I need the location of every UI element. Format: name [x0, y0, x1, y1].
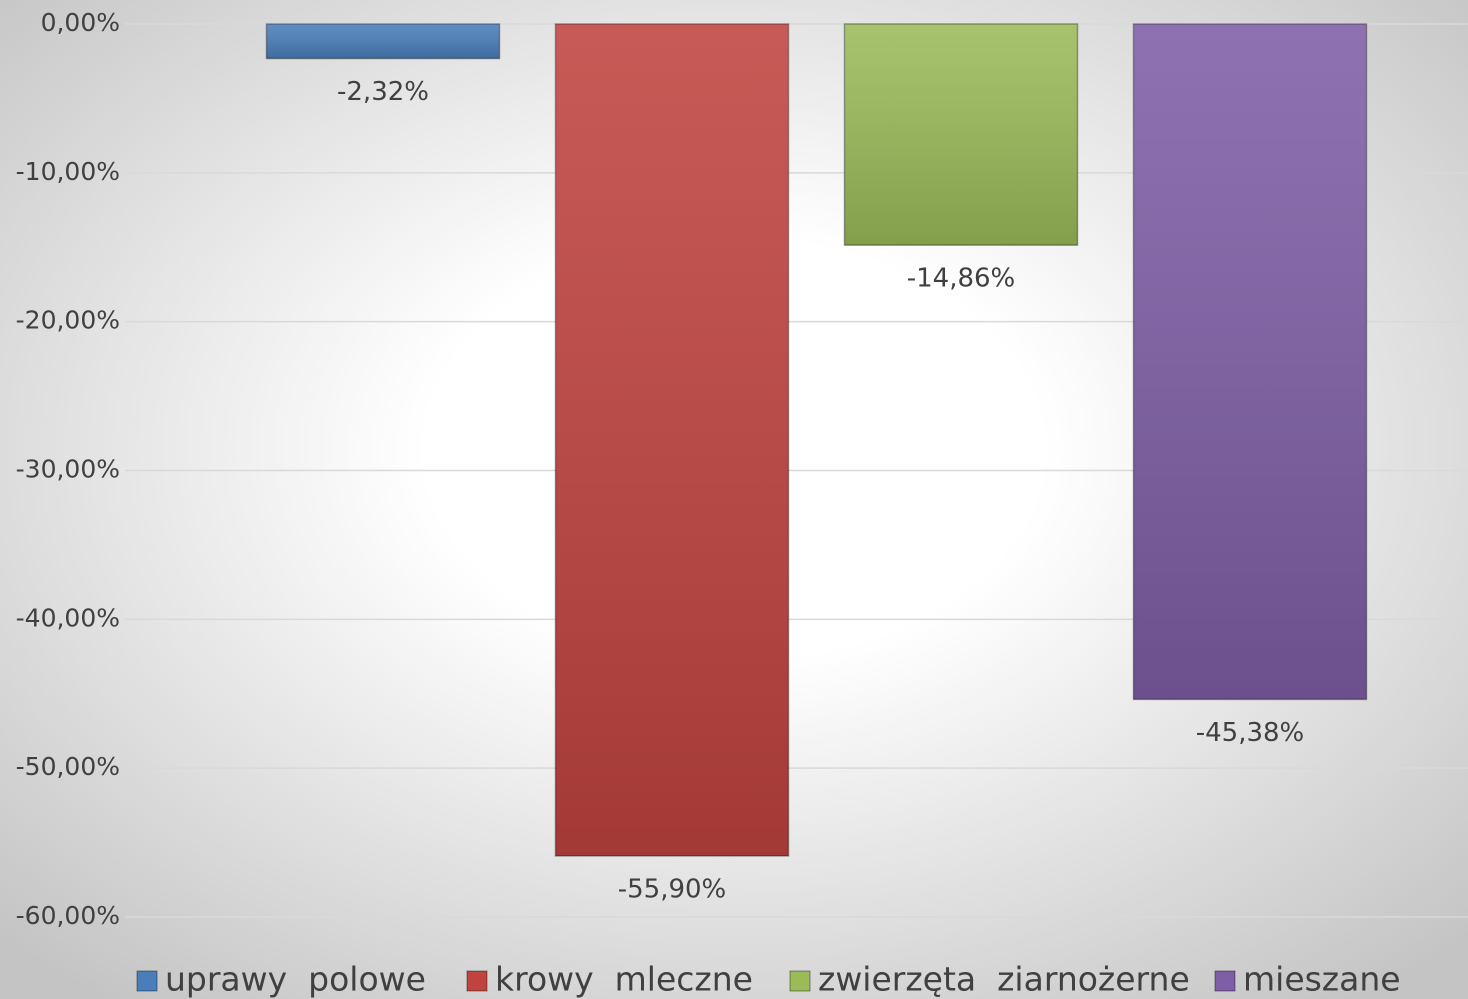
data-label: -2,32% — [337, 77, 429, 107]
bar-shade — [555, 24, 789, 856]
y-tick-label: 0,00% — [41, 8, 120, 37]
bar-shade — [266, 24, 500, 59]
y-tick-label: -60,00% — [16, 901, 120, 930]
y-tick-label: -40,00% — [16, 603, 120, 632]
legend-swatch — [466, 970, 488, 992]
y-tick-label: -10,00% — [16, 157, 120, 186]
bar-shade — [1133, 24, 1367, 700]
data-label: -45,38% — [1196, 718, 1305, 748]
legend-label: uprawy polowe — [165, 960, 426, 999]
y-tick-label: -20,00% — [16, 306, 120, 335]
y-tick-label: -50,00% — [16, 752, 120, 781]
data-label: -55,90% — [618, 874, 727, 904]
legend-swatch — [1214, 970, 1236, 992]
legend-swatch — [136, 970, 158, 992]
y-tick-label: -30,00% — [16, 455, 120, 484]
legend-swatch — [789, 970, 811, 992]
bar-shade — [844, 24, 1078, 246]
legend-label: krowy mleczne — [495, 960, 753, 999]
legend-label: zwierzęta ziarnożerne — [818, 960, 1190, 999]
legend-label: mieszane — [1243, 960, 1401, 999]
data-label: -14,86% — [907, 264, 1016, 294]
